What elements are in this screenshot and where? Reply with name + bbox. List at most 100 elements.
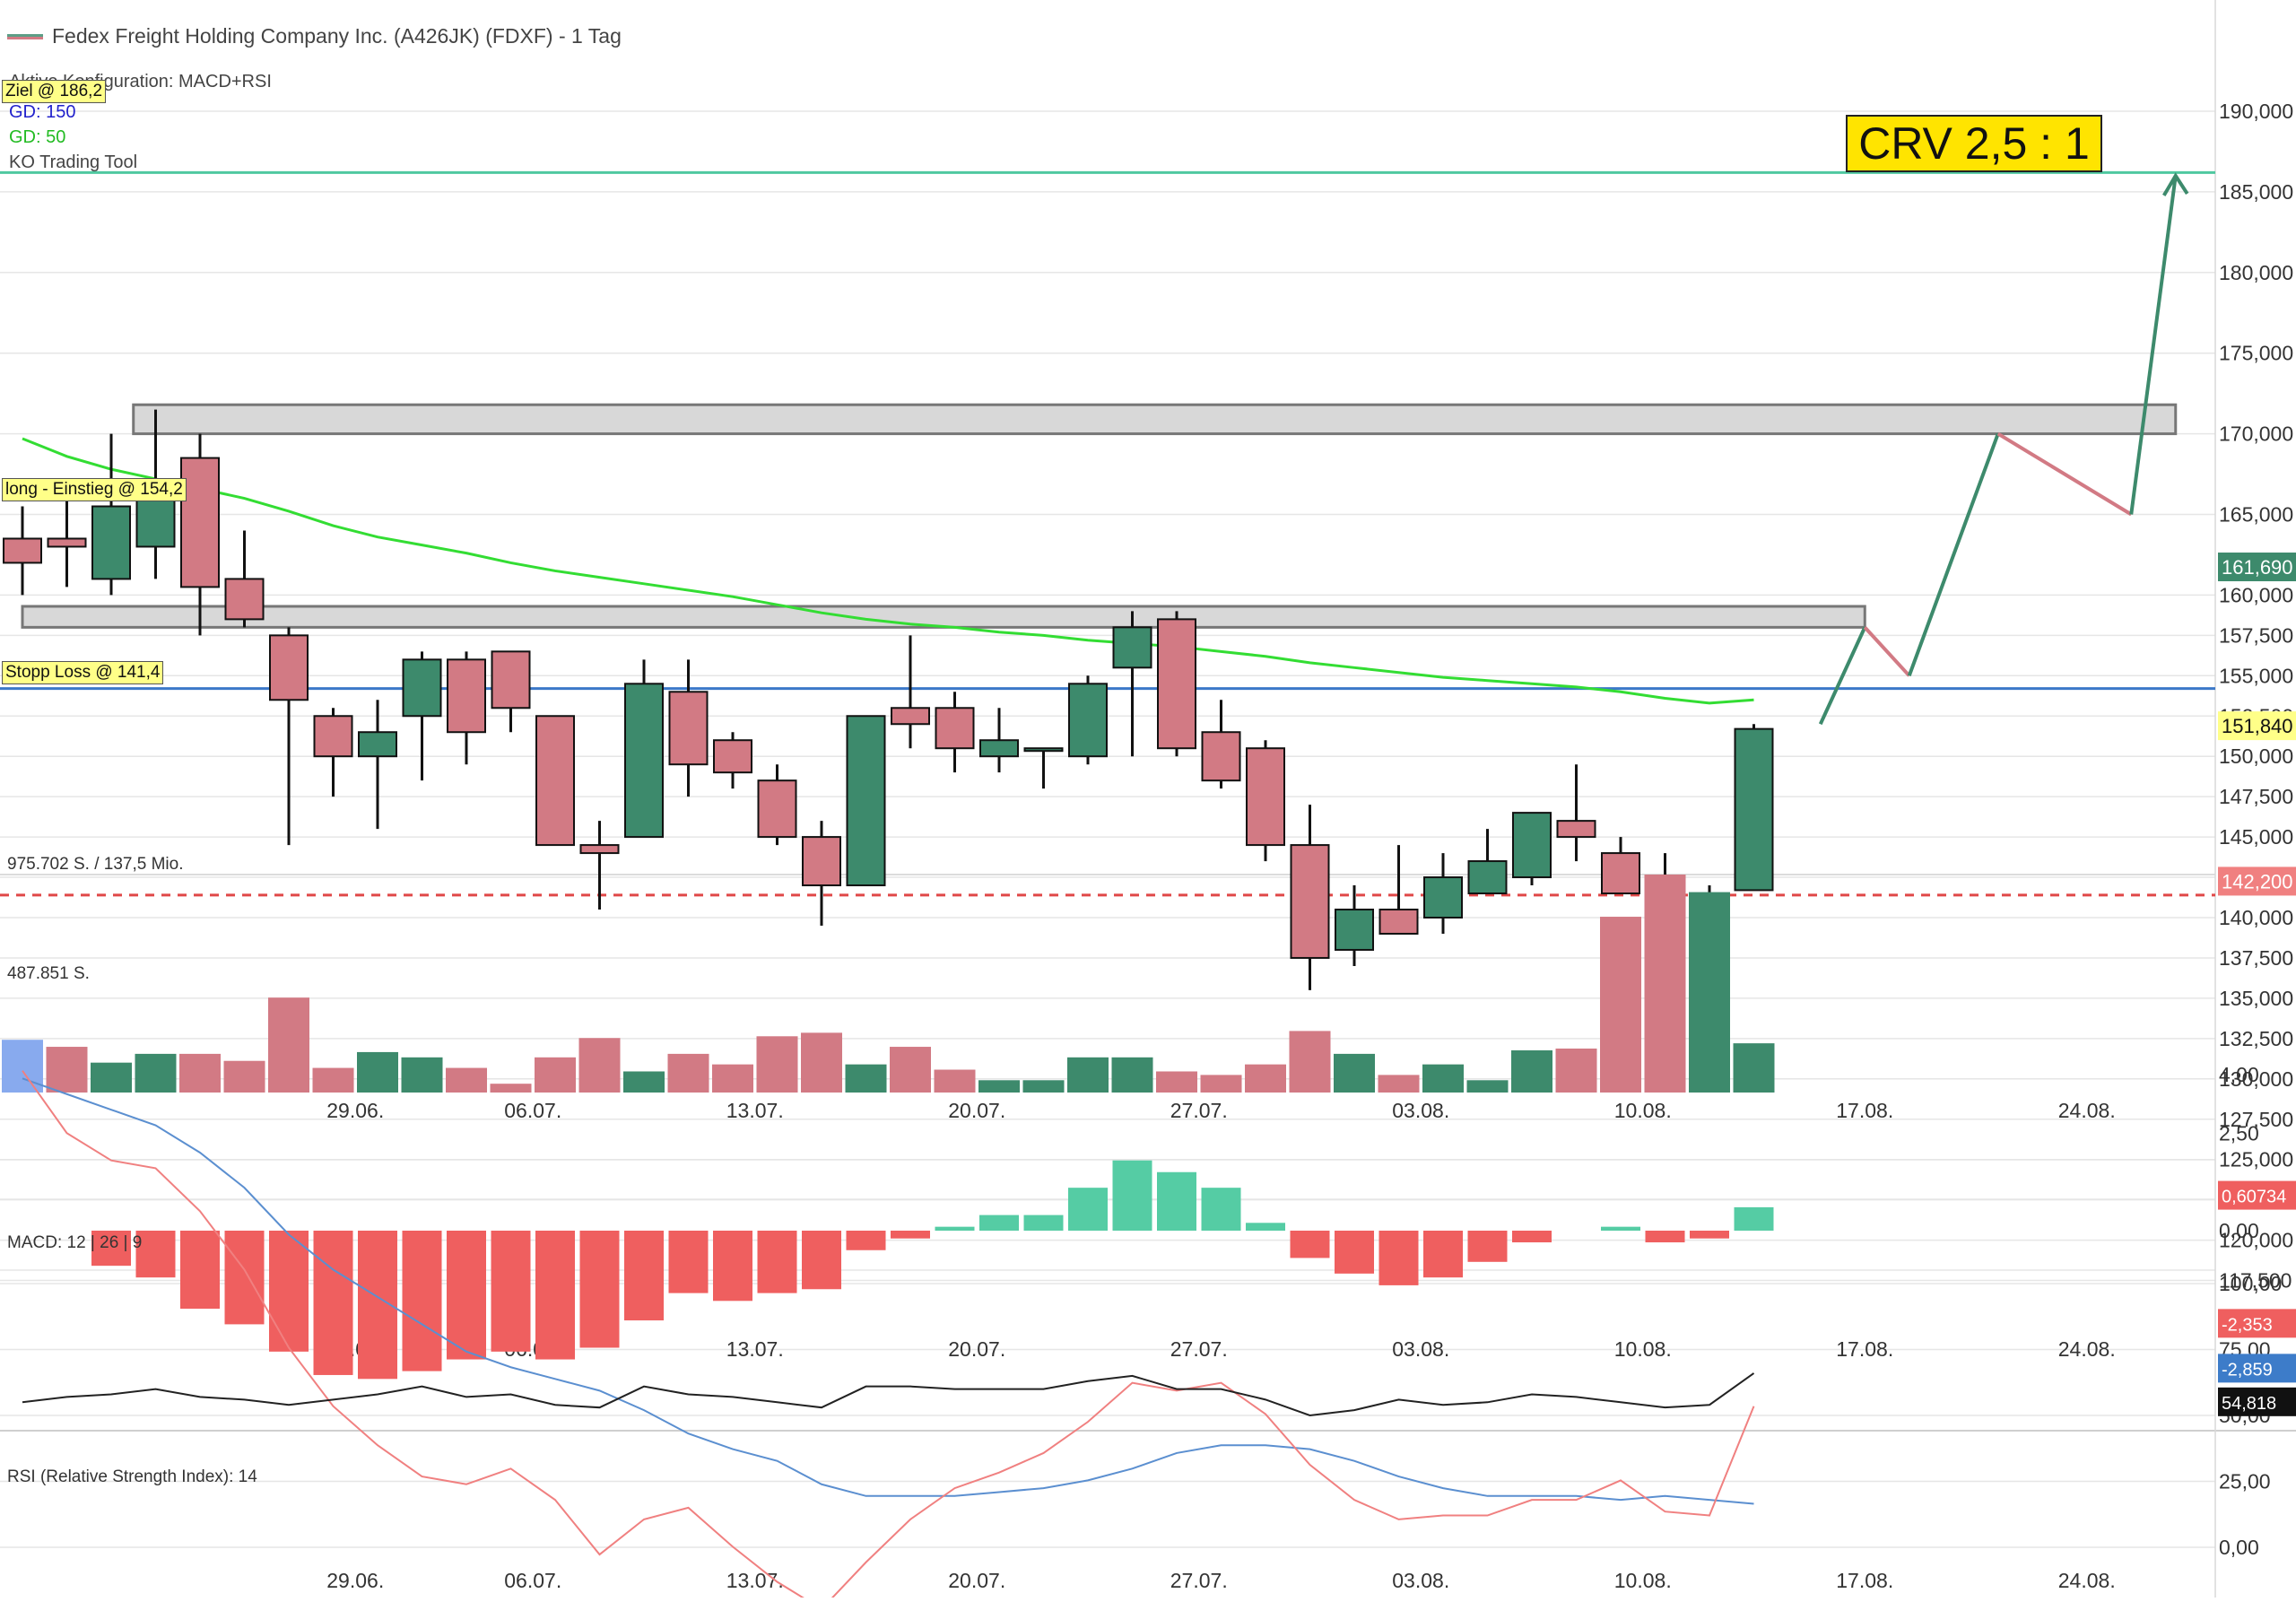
rsi-tag-bg xyxy=(2218,1387,2296,1416)
projection-up xyxy=(1818,626,1867,726)
x-tick-label: 17.08. xyxy=(1836,1337,1893,1361)
chart-title: Fedex Freight Holding Company Inc. (A426… xyxy=(7,24,622,48)
candle-body xyxy=(447,658,486,734)
price-tick-label: 150,000 xyxy=(2219,744,2293,768)
target-badge[interactable]: Ziel @ 186,2 xyxy=(2,80,107,103)
price-tick-label: 132,500 xyxy=(2219,1027,2293,1050)
projection-down xyxy=(1996,431,2133,517)
candle-body xyxy=(3,537,42,564)
macd-histogram-bar xyxy=(1335,1231,1374,1274)
volume-bar xyxy=(1422,1064,1464,1093)
volume-bar xyxy=(179,1053,221,1093)
macd-histogram-bar xyxy=(1601,1226,1640,1231)
price-tag-low: 142,200 xyxy=(2222,870,2293,892)
candle-body xyxy=(979,739,1019,758)
volume-bar xyxy=(91,1062,132,1093)
volume-bar xyxy=(268,997,309,1093)
rsi-tag: 54,818 xyxy=(2222,1394,2276,1414)
x-tick-label: 24.08. xyxy=(2058,1569,2116,1592)
candle-body xyxy=(491,650,531,710)
volume-bar xyxy=(1644,875,1686,1093)
rsi-tick-label: 25,00 xyxy=(2219,1470,2271,1493)
macd-histogram-bar xyxy=(1378,1231,1419,1285)
volume-bar xyxy=(1733,1043,1775,1093)
candle-body xyxy=(1423,876,1463,919)
ko-tool-label[interactable]: KO Trading Tool xyxy=(9,152,138,172)
macd-histogram-bar xyxy=(491,1231,531,1352)
price-tick-label: 165,000 xyxy=(2219,503,2293,527)
macd-histogram-bar xyxy=(135,1231,176,1278)
gd50-line xyxy=(22,437,1754,705)
volume-bar xyxy=(1289,1031,1331,1093)
volume-bar xyxy=(890,1047,931,1093)
volume-bar xyxy=(135,1053,177,1093)
candle-body xyxy=(1467,860,1508,895)
candle-body xyxy=(935,707,975,750)
macd-tag: 0,60734 xyxy=(2222,1188,2286,1207)
x-tick-label: 24.08. xyxy=(2058,1099,2116,1122)
price-tick-label: 175,000 xyxy=(2219,342,2293,365)
candle-body xyxy=(1201,731,1241,782)
candle-body xyxy=(358,731,397,758)
gd50-label[interactable]: GD: 50 xyxy=(9,127,66,147)
macd-tick-label: 2,50 xyxy=(2219,1121,2259,1145)
volume-bar xyxy=(490,1084,532,1093)
volume-bar xyxy=(1689,892,1730,1093)
volume-bar xyxy=(1200,1075,1242,1093)
price-zone xyxy=(21,605,1866,629)
volume-bar xyxy=(623,1071,665,1093)
candle-body xyxy=(1378,909,1419,935)
macd-label[interactable]: MACD: 12 | 26 | 9 xyxy=(7,1233,143,1252)
macd-histogram-bar xyxy=(447,1231,486,1360)
macd-histogram-bar xyxy=(713,1231,752,1302)
candle-body xyxy=(535,715,575,847)
volume-bar xyxy=(1156,1071,1197,1093)
x-tick-label: 17.08. xyxy=(1836,1099,1893,1122)
candle-body xyxy=(802,836,841,887)
volume-bar xyxy=(535,1057,576,1093)
volume-bar xyxy=(223,1060,265,1093)
volume-bar xyxy=(978,1080,1020,1093)
x-tick-label: 20.07. xyxy=(948,1569,1005,1592)
candle-body xyxy=(91,505,131,580)
series-swatch-icon xyxy=(7,33,43,39)
candle-body xyxy=(757,779,797,839)
volume-bar xyxy=(712,1064,753,1093)
volume-bar xyxy=(1600,917,1641,1093)
macd-histogram-bar xyxy=(535,1231,575,1360)
price-tick-label: 190,000 xyxy=(2219,100,2293,123)
signal-tag: -2,859 xyxy=(2222,1360,2273,1380)
price-tick-label: 180,000 xyxy=(2219,261,2293,284)
price-zone xyxy=(132,403,2178,436)
candle-body xyxy=(579,844,620,855)
price-tag-last: 151,840 xyxy=(2222,715,2293,737)
macd-histogram-bar xyxy=(1246,1223,1285,1231)
x-tick-label: 29.06. xyxy=(326,1569,384,1592)
price-tick-label: 137,500 xyxy=(2219,946,2293,970)
price-tick-label: 140,000 xyxy=(2219,906,2293,929)
price-tick-label: 145,000 xyxy=(2219,825,2293,849)
price-tick-label: 160,000 xyxy=(2219,583,2293,606)
x-tick-label: 29.06. xyxy=(326,1099,384,1122)
entry-badge[interactable]: long - Einstieg @ 154,2 xyxy=(2,478,187,501)
volume-bar xyxy=(1466,1080,1509,1093)
candle-body xyxy=(1734,727,1774,892)
volume-bar xyxy=(578,1038,621,1093)
candle-body xyxy=(47,537,87,548)
candle-body xyxy=(713,739,752,774)
price-tick-label: 127,500 xyxy=(2219,1108,2293,1131)
macd-tick-label: 4,00 xyxy=(2219,1063,2259,1086)
rsi-label[interactable]: RSI (Relative Strength Index): 14 xyxy=(7,1467,257,1486)
macd-line-tag: -2,353 xyxy=(2222,1315,2273,1335)
volume-bar xyxy=(756,1036,798,1093)
stop-badge[interactable]: Stopp Loss @ 141,4 xyxy=(2,661,164,684)
price-tick-label: 117,500 xyxy=(2219,1269,2292,1293)
candle-body xyxy=(624,683,664,839)
macd-histogram-bar xyxy=(1645,1231,1685,1243)
x-tick-label: 03.08. xyxy=(1392,1099,1449,1122)
macd-histogram-bar xyxy=(846,1231,886,1250)
gd150-label[interactable]: GD: 150 xyxy=(9,102,76,122)
volume-bar xyxy=(1378,1075,1420,1093)
